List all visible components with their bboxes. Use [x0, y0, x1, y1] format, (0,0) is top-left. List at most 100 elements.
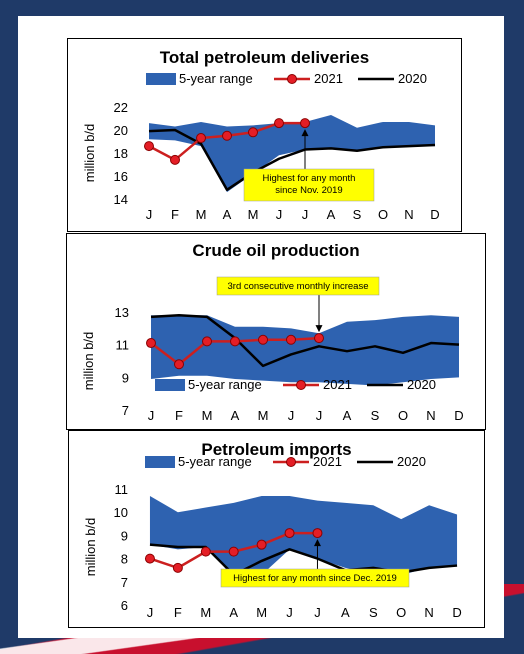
- series-2021-point: [258, 334, 268, 345]
- legend-label-2021: 2021: [314, 71, 343, 86]
- series-2020-line: [150, 314, 460, 368]
- x-tick-label: J: [276, 207, 283, 222]
- chart-title: Petroleum imports: [201, 440, 351, 459]
- x-tick-label: J: [146, 207, 153, 222]
- legend-label-range: 5-year range: [178, 454, 252, 469]
- legend-swatch-range: [155, 379, 185, 391]
- y-tick-label: 14: [114, 192, 128, 207]
- chart-panel-deliveries: Total petroleum deliveries million b/d 14 1…: [67, 38, 462, 232]
- x-tick-label: N: [404, 207, 413, 222]
- callout-box: [243, 168, 375, 202]
- x-tick-label: S: [353, 207, 362, 222]
- y-tick-label: 22: [114, 100, 128, 115]
- legend: 5-year range 2021 2020: [155, 377, 436, 392]
- series-2021-point: [170, 154, 180, 165]
- x-tick-label: A: [231, 408, 240, 423]
- five-year-range-area: [149, 495, 458, 578]
- series-2021-point: [284, 528, 295, 539]
- x-tick-label: A: [229, 605, 238, 620]
- series-2021-point: [256, 539, 267, 550]
- y-axis-label: million b/d: [83, 518, 98, 577]
- y-tick-label: 6: [121, 598, 128, 613]
- x-tick-label: D: [454, 408, 463, 423]
- y-tick-label: 9: [121, 528, 128, 543]
- x-tick-label: J: [288, 408, 295, 423]
- x-tick-label: M: [248, 207, 259, 222]
- series-2021-point: [300, 118, 310, 129]
- series-2021-point: [230, 336, 240, 347]
- series-2021-point: [274, 118, 284, 129]
- x-tick-label: S: [369, 605, 378, 620]
- series-2021-point: [146, 338, 156, 349]
- callout-arrow-head: [315, 325, 323, 333]
- x-tick-label: A: [341, 605, 350, 620]
- x-tick-label: S: [371, 408, 380, 423]
- chart-card: Total petroleum deliveries million b/d 14 1…: [18, 16, 504, 638]
- legend-label-2020: 2020: [407, 377, 436, 392]
- series-2021-point: [196, 133, 206, 144]
- series-2021-point: [172, 562, 183, 573]
- series-2021-point: [248, 127, 258, 138]
- chart-panel-imports: Petroleum imports million b/d 6 7 8 9 10 11 J F M A…: [68, 430, 485, 628]
- x-tick-label: J: [286, 605, 293, 620]
- x-tick-label: J: [314, 605, 321, 620]
- x-tick-label: M: [258, 408, 269, 423]
- chart-title: Total petroleum deliveries: [160, 48, 369, 67]
- x-tick-label: F: [175, 408, 183, 423]
- callout-text: Highest for any month since Dec. 2019: [233, 573, 397, 584]
- series-2021-point: [228, 546, 239, 557]
- series-2021-point: [222, 130, 232, 141]
- y-tick-label: 10: [114, 505, 128, 520]
- legend-marker-2021: [286, 457, 296, 467]
- series-2021-point: [202, 336, 212, 347]
- legend: 5-year range 2021 2020: [146, 71, 427, 86]
- chart-panel-crude-production: Crude oil production million b/d 7 9 11 13 J F M…: [66, 233, 486, 430]
- series-2021-point: [200, 546, 211, 557]
- x-tick-label: F: [171, 207, 179, 222]
- x-tick-label: A: [343, 408, 352, 423]
- chart-svg: Total petroleum deliveries million b/d 14 1…: [82, 48, 440, 222]
- y-tick-label: 11: [115, 482, 129, 497]
- y-tick-label: 9: [122, 370, 129, 385]
- legend-label-range: 5-year range: [188, 377, 262, 392]
- series-2021-point: [144, 141, 154, 152]
- x-tick-label: M: [196, 207, 207, 222]
- legend: 5-year range 2021 2020: [145, 454, 426, 469]
- callout-box: [220, 568, 410, 588]
- series-2021-point: [314, 333, 324, 344]
- x-tick-label: O: [398, 408, 408, 423]
- y-tick-label: 8: [121, 552, 128, 567]
- x-tick-label: A: [223, 207, 232, 222]
- chart-svg: Crude oil production million b/d 7 9 11 13 J F M…: [81, 241, 464, 423]
- y-axis-label: million b/d: [81, 332, 96, 391]
- legend-label-2021: 2021: [313, 454, 342, 469]
- x-tick-label: M: [202, 408, 213, 423]
- legend-marker-2021: [296, 380, 306, 390]
- callout-arrow-head: [301, 129, 309, 137]
- y-tick-label: 7: [122, 403, 129, 418]
- callout-text: since Nov. 2019: [275, 185, 342, 196]
- callout-text: 3rd consecutive monthly increase: [228, 281, 369, 292]
- y-tick-label: 11: [116, 338, 130, 353]
- x-tick-label: A: [327, 207, 336, 222]
- chart-svg: Petroleum imports million b/d 6 7 8 9 10 11 J F M A…: [83, 440, 462, 620]
- x-tick-label: O: [378, 207, 388, 222]
- series-2021-point: [174, 359, 184, 370]
- y-tick-label: 18: [114, 146, 128, 161]
- x-tick-label: D: [430, 207, 439, 222]
- y-tick-label: 7: [121, 575, 128, 590]
- x-tick-label: J: [148, 408, 155, 423]
- x-tick-label: N: [426, 408, 435, 423]
- chart-title: Crude oil production: [192, 241, 359, 260]
- x-tick-label: F: [174, 605, 182, 620]
- y-axis-label: million b/d: [82, 124, 97, 183]
- x-tick-label: D: [452, 605, 461, 620]
- x-tick-label: J: [302, 207, 309, 222]
- y-tick-label: 16: [114, 169, 128, 184]
- legend-marker-2021: [287, 74, 297, 84]
- y-tick-label: 20: [114, 123, 128, 138]
- five-year-range-area: [149, 115, 435, 193]
- legend-label-2020: 2020: [397, 454, 426, 469]
- legend-label-range: 5-year range: [179, 71, 253, 86]
- x-tick-label: N: [424, 605, 433, 620]
